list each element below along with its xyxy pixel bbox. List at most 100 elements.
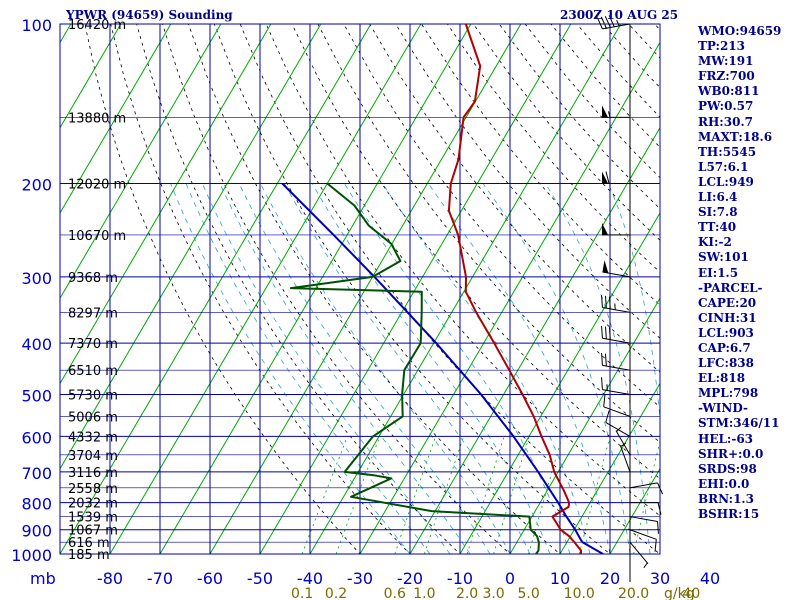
height-label: 185 m — [68, 548, 110, 563]
wind-barb-full — [601, 377, 603, 390]
temperature-tick-label: -30 — [347, 569, 373, 588]
stat-item: SI:7.8 — [698, 205, 738, 220]
height-label: 10670 m — [68, 229, 126, 244]
moist-adiabat-line — [545, 183, 651, 554]
stat-item: RH:30.7 — [698, 114, 753, 129]
wind-barb-pennant — [602, 222, 608, 235]
wind-barb-full — [657, 521, 659, 534]
wind-barb-staff — [615, 430, 631, 456]
stat-item: STM:346/11 — [698, 416, 780, 431]
sounding-indices-list: WMO:94659 TP:213 MW:191 FRZ:700 WB0:811 PW:0.… — [698, 24, 781, 522]
stat-item: EHI:0.0 — [698, 476, 750, 491]
moist-adiabat-line — [663, 184, 690, 555]
temperature-tick-label: 20 — [600, 569, 620, 588]
temperature-tick-label: 10 — [550, 569, 570, 588]
stat-item: MAXT:18.6 — [698, 129, 773, 144]
isotherm-line — [109, 24, 422, 554]
pressure-tick-label: 800 — [21, 495, 52, 514]
temperature-tick-label: 30 — [650, 569, 670, 588]
stat-item: EI:1.5 — [698, 265, 739, 280]
wind-barb-full — [605, 171, 610, 184]
wind-barb-full — [654, 539, 657, 552]
wind-barb-half — [643, 562, 648, 569]
stat-item: SW:101 — [698, 250, 749, 265]
isotherm-line — [609, 467, 660, 554]
wind-barb-full — [604, 15, 611, 28]
isotherm-line — [209, 24, 522, 554]
mixing-ratio-label: 0.1 — [291, 586, 313, 600]
mixing-ratio-line — [466, 436, 505, 554]
wind-barb-half — [616, 426, 622, 432]
stat-item: SRDS:98 — [698, 461, 757, 476]
wind-barb-full — [608, 296, 611, 309]
moist-adiabat-line — [608, 183, 660, 423]
dry-adiabat-line — [84, 24, 361, 554]
stat-item: CAP:6.7 — [698, 340, 751, 355]
mixing-ratio-line — [578, 436, 611, 554]
pressure-tick-label: 600 — [21, 428, 52, 447]
isotherm-line — [509, 297, 660, 554]
mixing-ratio-lines — [301, 436, 660, 554]
wind-barb-full — [608, 15, 615, 27]
pressure-tick-label: 200 — [21, 176, 52, 195]
wind-barb-pennant — [602, 171, 608, 184]
isotherm-line — [60, 24, 272, 385]
height-label: 12020 m — [68, 178, 126, 193]
dry-adiabat-line — [291, 24, 660, 480]
dewpoint-profile-line — [289, 182, 540, 554]
stat-item: EL:818 — [698, 371, 746, 386]
parcel-path-line — [281, 182, 604, 554]
moist-adiabat-lines — [170, 183, 690, 555]
wind-barb-full — [604, 353, 607, 367]
wind-barb-staff — [619, 445, 631, 473]
wind-barb-full — [601, 295, 603, 308]
temperature-tick-label: -80 — [97, 569, 123, 588]
height-label: 3704 m — [68, 449, 118, 464]
height-label: 616 m — [68, 536, 110, 551]
isotherm-line — [459, 212, 660, 554]
wind-barb-full — [596, 17, 603, 30]
wind-barb-staff — [629, 529, 657, 540]
dry-adiabat-line — [213, 24, 611, 554]
stat-item: LFC:838 — [698, 356, 754, 371]
dry-adiabat-line — [136, 24, 461, 554]
height-label: 13880 m — [68, 111, 126, 126]
wind-barb-staff — [602, 389, 631, 395]
pressure-tick-label: 500 — [21, 386, 52, 405]
pressure-tick-label: 1000 — [11, 546, 52, 565]
temperature-tick-label: 0 — [505, 569, 515, 588]
stat-item: FRZ:700 — [698, 69, 755, 84]
mixing-ratio-label: 40 — [682, 586, 700, 600]
pressure-tick-label: 700 — [21, 464, 52, 483]
dry-adiabat-line — [317, 24, 660, 443]
profile-lines — [281, 24, 604, 554]
wind-barb-staff — [603, 406, 631, 417]
isotherm-line — [60, 24, 372, 554]
wind-barb-column — [596, 15, 664, 582]
height-label: 2032 m — [68, 497, 118, 512]
height-label: 7370 m — [68, 337, 118, 352]
moist-adiabat-line — [344, 183, 571, 554]
height-label: 2558 m — [68, 482, 118, 497]
mixing-ratio-label: 20.0 — [618, 586, 649, 600]
stat-item: CAPE:20 — [698, 295, 757, 310]
stat-item: LI:6.4 — [698, 190, 738, 205]
moist-adiabat-line — [311, 183, 551, 554]
moist-adiabat-line — [284, 183, 531, 554]
temperature-tick-label: -70 — [147, 569, 173, 588]
wind-barb-full — [601, 325, 603, 339]
isotherm-line — [60, 24, 172, 214]
mixing-ratio-label: 0.6 — [384, 586, 406, 600]
isotherm-line — [259, 24, 572, 554]
pressure-tick-label: 400 — [21, 335, 52, 354]
mixing-ratio-line — [394, 436, 436, 554]
stat-item: TH:5545 — [698, 144, 757, 159]
wind-barb-staff — [629, 541, 649, 564]
wind-barb-full — [608, 327, 611, 340]
moist-adiabat-line — [201, 183, 451, 554]
stat-item: TP:213 — [698, 39, 746, 54]
isotherm-line — [359, 41, 660, 554]
mixing-ratio-line — [493, 436, 530, 554]
stat-item: PW:0.57 — [698, 99, 754, 114]
wind-barb-staff — [602, 364, 631, 371]
